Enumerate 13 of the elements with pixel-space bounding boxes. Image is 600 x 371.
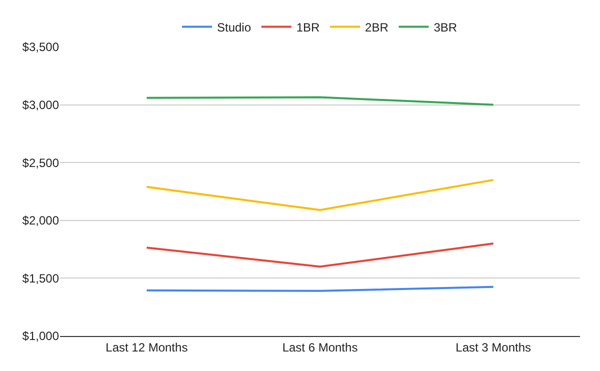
y-tick-label: $3,500 [22,40,60,54]
legend-label: 3BR [434,20,458,34]
legend-label: 1BR [296,20,320,34]
x-tick-label: Last 6 Months [282,340,358,354]
y-tick-label: $2,500 [22,156,60,170]
legend-label: 2BR [365,20,389,34]
x-tick-label: Last 12 Months [106,340,188,354]
y-tick-label: $3,000 [22,98,60,112]
x-tick-label: Last 3 Months [456,340,532,354]
y-tick-label: $1,000 [22,329,60,344]
y-tick-label: $2,000 [22,214,60,228]
legend-label: Studio [217,20,252,34]
y-tick-label: $1,500 [22,271,60,286]
